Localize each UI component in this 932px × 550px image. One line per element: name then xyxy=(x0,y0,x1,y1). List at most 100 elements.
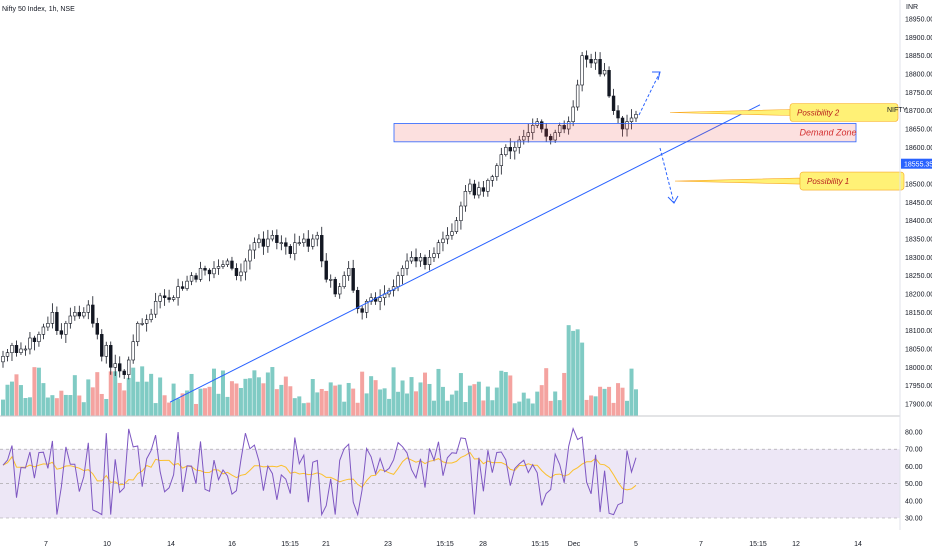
candle[interactable] xyxy=(104,341,108,364)
candle[interactable] xyxy=(445,227,450,245)
candle[interactable] xyxy=(320,226,324,268)
candle[interactable] xyxy=(427,250,432,271)
candle[interactable] xyxy=(584,50,589,68)
candle[interactable] xyxy=(1,350,5,368)
candle[interactable] xyxy=(355,286,360,314)
candle[interactable] xyxy=(14,340,19,357)
candle[interactable] xyxy=(490,174,495,187)
candle[interactable] xyxy=(598,52,602,77)
candle[interactable] xyxy=(73,306,77,321)
demand-zone-box[interactable] xyxy=(393,123,857,143)
candle[interactable] xyxy=(580,51,584,92)
candle[interactable] xyxy=(270,230,275,242)
candle[interactable] xyxy=(248,244,252,270)
candle[interactable] xyxy=(91,296,95,328)
candle[interactable] xyxy=(405,253,409,276)
candle[interactable] xyxy=(602,62,607,77)
candle[interactable] xyxy=(82,307,86,319)
candle[interactable] xyxy=(153,292,158,318)
candle[interactable] xyxy=(140,318,144,326)
candle[interactable] xyxy=(230,256,234,271)
candle[interactable] xyxy=(459,201,463,230)
candle[interactable] xyxy=(189,272,194,286)
candle[interactable] xyxy=(477,181,481,199)
candle[interactable] xyxy=(342,271,346,289)
candle[interactable] xyxy=(118,356,122,378)
candle[interactable] xyxy=(149,308,153,323)
candle[interactable] xyxy=(311,234,315,250)
candle[interactable] xyxy=(261,231,266,255)
candle[interactable] xyxy=(95,317,99,340)
candle[interactable] xyxy=(346,261,351,281)
candle[interactable] xyxy=(100,329,104,362)
candle[interactable] xyxy=(360,305,364,320)
candle[interactable] xyxy=(575,79,580,111)
candle[interactable] xyxy=(513,141,517,160)
candle[interactable] xyxy=(266,229,270,253)
candle[interactable] xyxy=(86,300,90,320)
candle[interactable] xyxy=(414,248,418,268)
candle[interactable] xyxy=(162,289,167,306)
candle[interactable] xyxy=(194,272,198,283)
candle[interactable] xyxy=(198,261,203,282)
candle[interactable] xyxy=(607,66,611,98)
candle[interactable] xyxy=(288,244,293,259)
candle[interactable] xyxy=(423,254,427,270)
candle[interactable] xyxy=(144,314,149,332)
candle[interactable] xyxy=(486,178,490,197)
candle[interactable] xyxy=(225,258,230,268)
candle[interactable] xyxy=(409,251,414,264)
candle[interactable] xyxy=(167,289,171,303)
candle[interactable] xyxy=(454,217,459,234)
candle[interactable] xyxy=(481,180,486,197)
candle[interactable] xyxy=(450,223,454,240)
candle[interactable] xyxy=(10,342,14,361)
rsi-axis[interactable]: 80.00 70.00 60.00 50.00 40.00 30.00 xyxy=(905,430,923,523)
candle[interactable] xyxy=(526,123,530,143)
candle[interactable] xyxy=(216,259,221,275)
candle[interactable] xyxy=(46,316,50,331)
candle[interactable] xyxy=(378,289,382,311)
callout-box[interactable] xyxy=(799,171,905,191)
candle[interactable] xyxy=(306,230,310,252)
candle[interactable] xyxy=(566,116,571,135)
candle[interactable] xyxy=(135,321,140,347)
candle[interactable] xyxy=(593,51,598,70)
candle[interactable] xyxy=(441,231,445,252)
candle[interactable] xyxy=(625,114,629,137)
candles[interactable] xyxy=(1,50,638,380)
candle[interactable] xyxy=(180,281,185,291)
candle[interactable] xyxy=(571,100,575,127)
candle[interactable] xyxy=(589,53,593,68)
candle[interactable] xyxy=(418,253,423,267)
candle[interactable] xyxy=(212,261,216,279)
candle[interactable] xyxy=(158,292,162,309)
candle[interactable] xyxy=(540,119,544,133)
candle[interactable] xyxy=(338,282,342,299)
candle[interactable] xyxy=(109,341,113,375)
candle[interactable] xyxy=(616,105,620,124)
candle[interactable] xyxy=(495,163,499,181)
candle[interactable] xyxy=(176,278,180,306)
candle[interactable] xyxy=(257,234,261,249)
time-axis[interactable]: 7 10 14 16 15:15 21 23 15:15 28 15:15 Dec 5 7 15:15 12… xyxy=(44,541,862,548)
candle[interactable] xyxy=(472,179,477,199)
candle[interactable] xyxy=(629,109,634,130)
candle[interactable] xyxy=(68,307,73,329)
candle[interactable] xyxy=(531,118,535,140)
candle[interactable] xyxy=(315,231,319,247)
candle[interactable] xyxy=(203,265,207,276)
candle[interactable] xyxy=(239,263,243,282)
candle[interactable] xyxy=(55,306,59,335)
candle[interactable] xyxy=(23,345,28,356)
candle[interactable] xyxy=(275,229,279,250)
candle[interactable] xyxy=(122,368,126,379)
candle[interactable] xyxy=(185,275,189,291)
candle[interactable] xyxy=(5,349,10,362)
candle[interactable] xyxy=(557,122,562,137)
candle[interactable] xyxy=(297,235,301,246)
candle[interactable] xyxy=(28,332,32,355)
candle[interactable] xyxy=(37,331,41,347)
candle[interactable] xyxy=(400,265,405,285)
candle[interactable] xyxy=(171,295,176,302)
